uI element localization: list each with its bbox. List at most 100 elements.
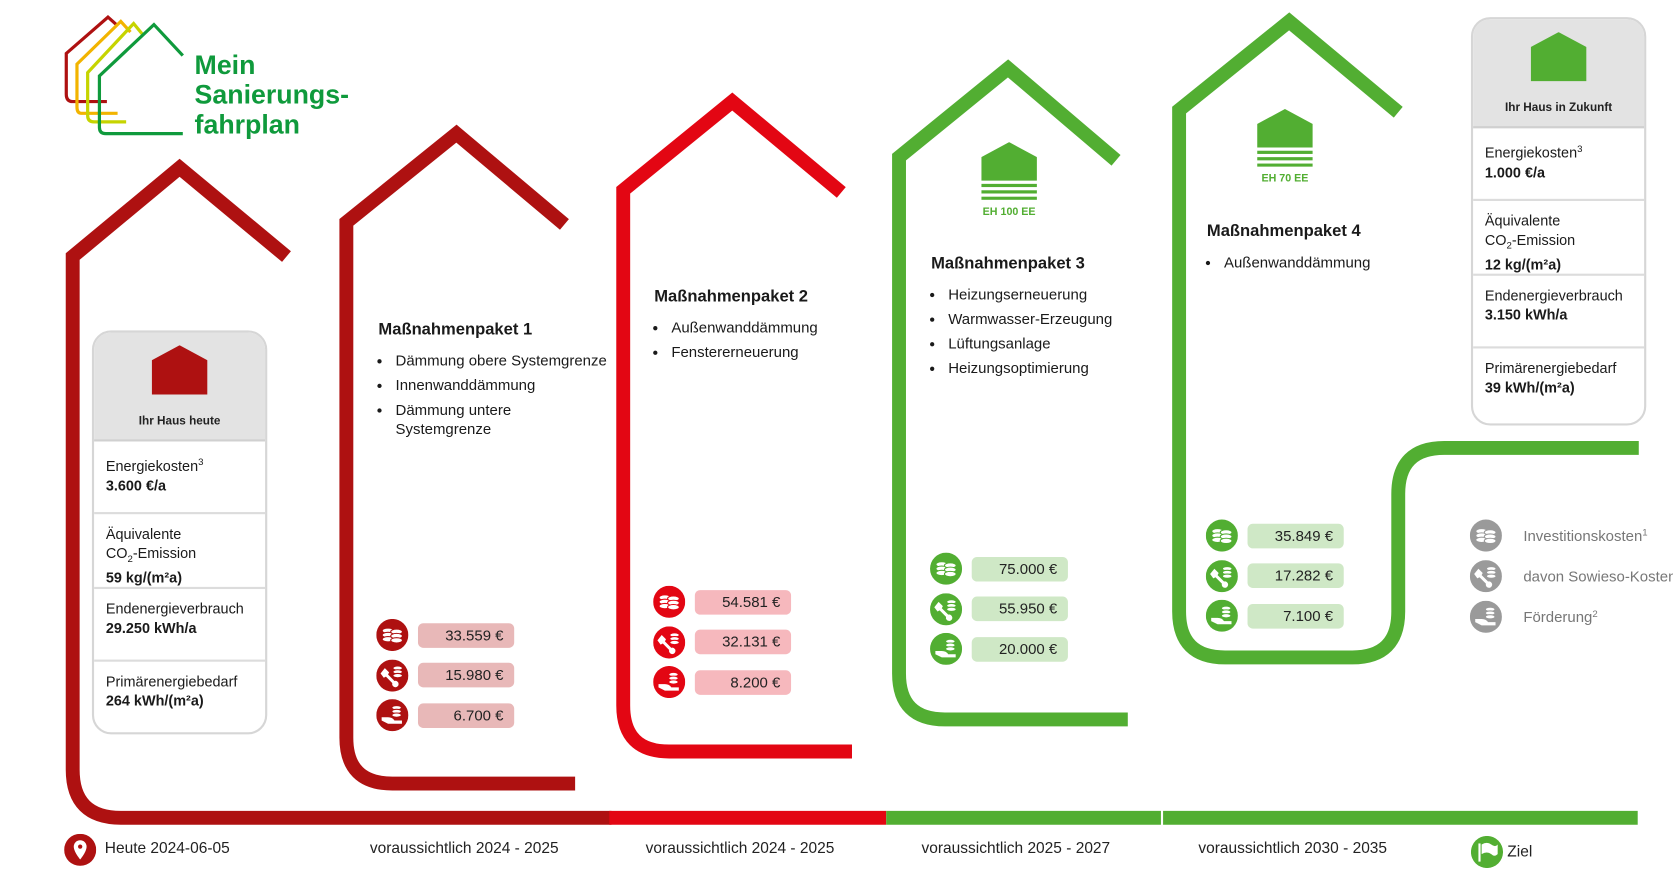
metric-value: 12 kg/(m²a)	[1484, 256, 1562, 273]
cost-row: 35.849 €	[1205, 519, 1344, 552]
house-outline-package-4	[1172, 12, 1639, 665]
metric-row: Äquivalente CO2-Emission 12 kg/(m²a)	[1473, 201, 1645, 276]
logo-line: Mein	[194, 50, 256, 81]
card-title: Ihr Haus heute	[138, 414, 221, 428]
metric-label: Energiekosten3	[1484, 143, 1583, 161]
coins-icon	[1469, 519, 1502, 552]
cost-row: 20.000 €	[930, 632, 1068, 665]
efficiency-label: EH 100 EE	[982, 206, 1036, 219]
metric-label: Primärenergiebedarf	[105, 673, 238, 690]
metric-value: 1.000 €/a	[1484, 164, 1546, 181]
house-icon	[94, 332, 265, 399]
card-header: Ihr Haus heute	[94, 332, 266, 442]
metric-label: Energiekosten3	[105, 456, 204, 475]
metric-label: Äquivalente	[105, 525, 182, 542]
cost-value: 32.131 €	[694, 629, 792, 655]
coins-icon	[653, 585, 686, 618]
legend-item: Förderung2	[1469, 600, 1598, 633]
measure-item: Heizungserneuerung	[946, 284, 1161, 303]
package-1: Maßnahmenpaket 1 Dämmung obere Systemgre…	[378, 321, 608, 444]
efficiency-label: EH 70 EE	[1261, 173, 1309, 185]
timeline-today-label: Heute 2024-06-05	[104, 840, 230, 858]
measures-list: Heizungserneuerung Warmwasser-Erzeugung Lü…	[925, 284, 1161, 377]
cost-value: 20.000 €	[971, 636, 1068, 662]
house-outline-package-1	[339, 124, 576, 791]
legend-item: Investitionskosten1	[1469, 519, 1648, 552]
measure-item: Außenwanddämmung	[669, 317, 884, 336]
timeline-package-1-label: voraussichtlich 2024 - 2025	[369, 840, 559, 858]
card-header: Ihr Haus in Zukunft	[1473, 19, 1645, 129]
cost-row: 7.100 €	[1205, 599, 1344, 632]
legend-label: davon Sowieso-Kosten	[1523, 567, 1673, 585]
package-2: Maßnahmenpaket 2 Außenwanddämmung Fenster…	[654, 288, 884, 367]
legend-label: Investitionskosten1	[1523, 526, 1648, 545]
cost-row: 55.950 €	[930, 592, 1068, 625]
timeline-package-4-label: voraussichtlich 2030 - 2035	[1198, 840, 1388, 858]
hand-coins-icon	[376, 699, 409, 732]
wrench-coins-icon	[1469, 560, 1502, 593]
metric-row: Endenergieverbrauch 3.150 kWh/a	[1473, 276, 1645, 349]
wrench-coins-icon	[1205, 559, 1238, 592]
measures-list: Dämmung obere Systemgrenze Innenwanddämmu…	[372, 351, 608, 439]
hand-coins-icon	[1469, 600, 1502, 633]
measure-item: Fenstererneuerung	[669, 342, 884, 361]
measure-item: Innenwanddämmung	[393, 375, 608, 394]
logo-icon	[64, 14, 184, 136]
measure-item: Außenwanddämmung	[1222, 252, 1437, 271]
package-title: Maßnahmenpaket 3	[931, 254, 1085, 273]
future-house-card: Ihr Haus in Zukunft Energiekosten3 1.000 €…	[1470, 17, 1647, 426]
cost-row: 54.581 €	[653, 585, 792, 618]
cost-value: 55.950 €	[971, 596, 1068, 622]
house-outline-today	[65, 158, 612, 825]
metric-value: 59 kg/(m²a)	[105, 569, 183, 586]
efficiency-house-icon	[1257, 109, 1313, 172]
cost-row: 8.200 €	[653, 665, 792, 699]
metric-value: 3.150 kWh/a	[1484, 306, 1568, 323]
metric-row: Primärenergiebedarf 39 kWh/(m²a)	[1473, 348, 1644, 419]
legend-item: davon Sowieso-Kosten	[1469, 560, 1673, 593]
legend-label: Förderung2	[1523, 607, 1598, 626]
cost-row: 6.700 €	[376, 699, 515, 732]
goal-flag-icon	[1470, 835, 1504, 873]
cost-row: 17.282 €	[1205, 559, 1344, 592]
cost-value: 54.581 €	[694, 589, 792, 615]
measures-list: Außenwanddämmung	[1200, 252, 1436, 271]
cost-value: 33.559 €	[417, 622, 515, 648]
efficiency-house-icon	[981, 142, 1037, 205]
cost-value: 35.849 €	[1247, 523, 1344, 548]
logo-line: fahrplan	[194, 110, 300, 141]
metric-value: 3.600 €/a	[105, 477, 167, 494]
metric-value: 264 kWh/(m²a)	[105, 692, 204, 709]
cost-value: 8.200 €	[694, 669, 792, 695]
metric-label: Endenergieverbrauch	[105, 600, 244, 617]
cost-row: 75.000 €	[930, 552, 1068, 585]
measures-list: Außenwanddämmung Fenstererneuerung	[648, 317, 884, 361]
metric-row: Endenergieverbrauch 29.250 kWh/a	[94, 589, 266, 662]
house-icon	[1473, 19, 1644, 86]
hand-coins-icon	[653, 665, 686, 699]
logo-title: Mein Sanierungs- fahrplan	[195, 50, 349, 140]
package-title: Maßnahmenpaket 1	[378, 320, 533, 339]
metric-label-co2: CO2-Emission	[105, 545, 197, 565]
cost-row: 32.131 €	[653, 625, 792, 658]
cost-row: 33.559 €	[376, 618, 515, 652]
cost-value: 6.700 €	[417, 702, 515, 728]
hand-coins-icon	[930, 632, 963, 665]
cost-row: 15.980 €	[376, 659, 515, 692]
coins-icon	[376, 618, 409, 652]
package-title: Maßnahmenpaket 4	[1206, 222, 1361, 241]
measure-item: Lüftungsanlage	[946, 334, 1161, 353]
metric-row: Primärenergiebedarf 264 kWh/(m²a)	[94, 662, 265, 733]
package-title: Maßnahmenpaket 2	[654, 287, 809, 306]
wrench-coins-icon	[930, 592, 963, 625]
measure-item: Warmwasser-Erzeugung	[946, 309, 1161, 328]
metric-value: 29.250 kWh/a	[105, 620, 197, 637]
metric-row: Energiekosten3 3.600 €/a	[94, 441, 266, 515]
metric-value: 39 kWh/(m²a)	[1484, 379, 1575, 396]
coins-icon	[1205, 519, 1238, 552]
house-outline-package-3	[892, 59, 1128, 727]
measure-item: Heizungsoptimierung	[946, 358, 1161, 377]
metric-label-co2: CO2-Emission	[1484, 231, 1576, 251]
timeline-goal-label: Ziel	[1507, 843, 1533, 861]
